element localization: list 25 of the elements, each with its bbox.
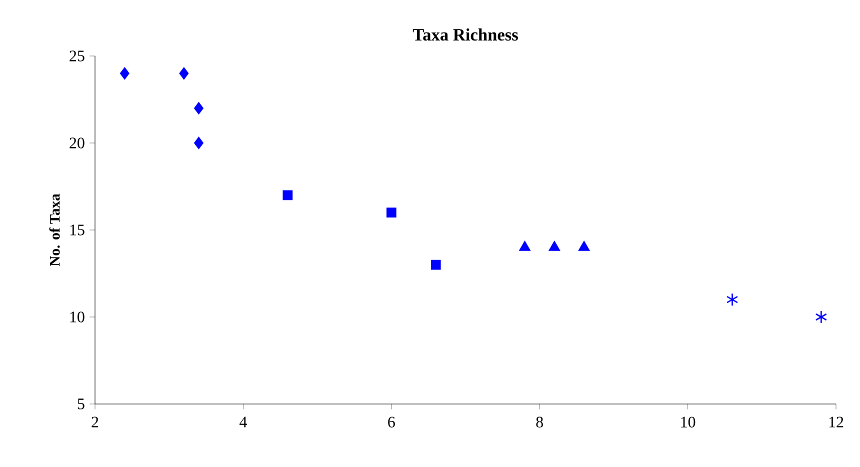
- x-tick-label: 4: [240, 416, 247, 428]
- point: [179, 67, 189, 80]
- y-tick-label: 25: [70, 50, 84, 62]
- x-tick-label: 12: [829, 416, 844, 428]
- x-tick-label: 10: [681, 416, 696, 428]
- y-tick-label: 10: [70, 312, 84, 322]
- y-tick-label: 20: [70, 138, 84, 148]
- x-tick-label: 2: [92, 416, 98, 428]
- point: [194, 102, 204, 114]
- point: [282, 190, 293, 200]
- point: [120, 67, 130, 80]
- y-tick-label: 15: [70, 224, 84, 236]
- y-axis-title: No. of Taxa: [49, 194, 60, 266]
- point: [386, 208, 396, 218]
- x-tick-label: 8: [536, 416, 543, 428]
- point: [578, 241, 590, 251]
- point: [815, 310, 828, 324]
- point: [194, 136, 204, 149]
- point: [519, 241, 530, 251]
- point: [548, 241, 560, 251]
- chart-title: Taxa Richness: [412, 28, 518, 41]
- y-tick-label: 5: [78, 398, 84, 410]
- point: [726, 292, 738, 306]
- point: [430, 260, 441, 270]
- x-tick-label: 6: [388, 416, 395, 428]
